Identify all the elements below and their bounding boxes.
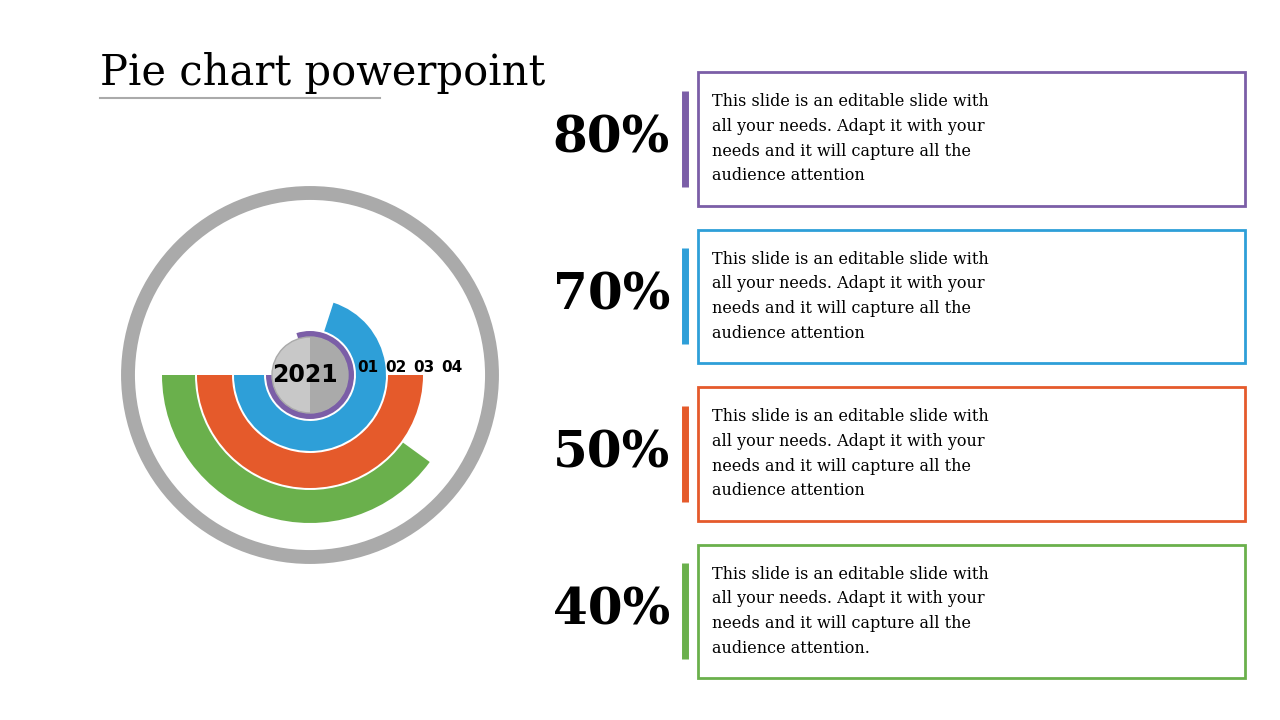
Text: This slide is an editable slide with
all your needs. Adapt it with your
needs an: This slide is an editable slide with all… xyxy=(712,93,988,184)
Text: 50%: 50% xyxy=(553,429,669,478)
Text: Pie chart powerpoint: Pie chart powerpoint xyxy=(100,52,545,94)
Wedge shape xyxy=(310,337,348,413)
Text: 2021: 2021 xyxy=(273,363,338,387)
Wedge shape xyxy=(163,375,430,523)
FancyBboxPatch shape xyxy=(698,72,1245,205)
Text: This slide is an editable slide with
all your needs. Adapt it with your
needs an: This slide is an editable slide with all… xyxy=(712,251,988,342)
Text: This slide is an editable slide with
all your needs. Adapt it with your
needs an: This slide is an editable slide with all… xyxy=(712,565,988,657)
FancyBboxPatch shape xyxy=(698,544,1245,678)
FancyBboxPatch shape xyxy=(698,230,1245,363)
Circle shape xyxy=(273,337,348,413)
Wedge shape xyxy=(197,375,422,488)
Wedge shape xyxy=(234,302,387,451)
Text: 02: 02 xyxy=(385,359,407,374)
FancyBboxPatch shape xyxy=(698,387,1245,521)
Text: 04: 04 xyxy=(442,359,462,374)
Text: 80%: 80% xyxy=(553,114,669,163)
Text: 70%: 70% xyxy=(553,271,669,320)
Text: 01: 01 xyxy=(357,359,379,374)
Wedge shape xyxy=(266,331,355,419)
Text: 40%: 40% xyxy=(553,587,669,636)
Text: This slide is an editable slide with
all your needs. Adapt it with your
needs an: This slide is an editable slide with all… xyxy=(712,408,988,500)
Text: 03: 03 xyxy=(413,359,435,374)
